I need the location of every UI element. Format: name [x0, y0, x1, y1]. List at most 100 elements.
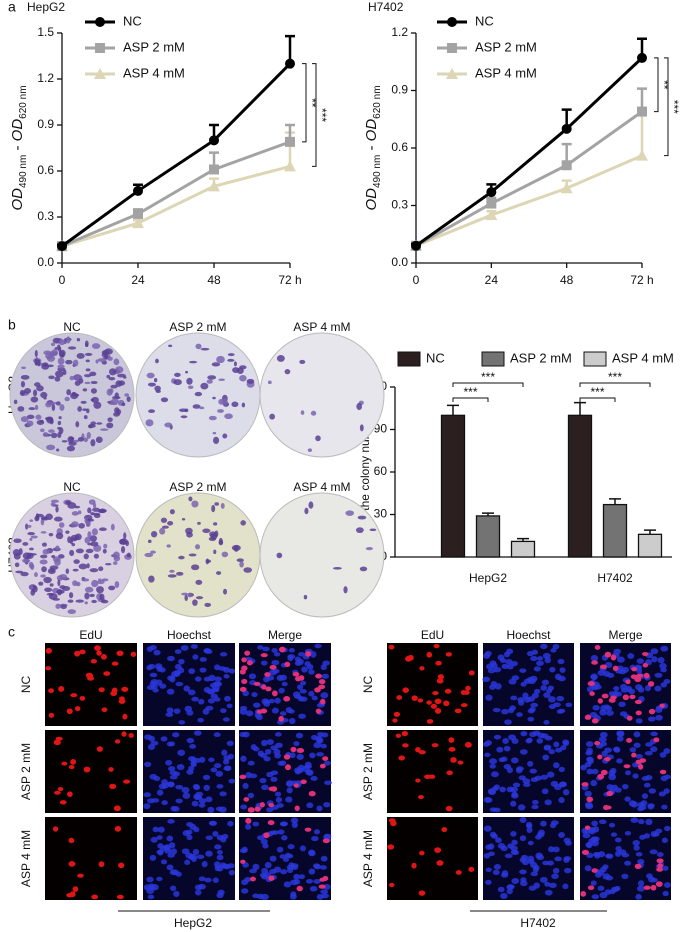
marker: [485, 209, 498, 221]
micrograph: [387, 730, 478, 813]
nucleus: [543, 745, 551, 751]
edu-nucleus: [247, 807, 255, 813]
nucleus: [535, 852, 543, 859]
colony: [208, 415, 217, 421]
marker: [209, 135, 219, 146]
nucleus: [186, 822, 194, 827]
nucleus: [609, 822, 616, 828]
nucleus: [616, 656, 625, 663]
nucleus: [512, 782, 521, 788]
edu-nucleus: [460, 703, 468, 708]
colony: [56, 589, 65, 594]
nucleus: [279, 821, 288, 827]
colony: [232, 367, 240, 373]
edu-nucleus: [411, 695, 418, 701]
y-axis-label-part: -: [9, 141, 26, 154]
nucleus: [150, 678, 159, 685]
colony: [40, 531, 47, 534]
nucleus: [528, 885, 537, 891]
colony: [220, 503, 225, 509]
colony: [214, 502, 220, 506]
column-label: ASP 4 mM: [293, 320, 350, 334]
nucleus: [506, 884, 515, 891]
nucleus: [165, 759, 173, 766]
edu-nucleus: [260, 653, 268, 658]
colony: [32, 389, 38, 397]
nucleus: [288, 648, 295, 653]
colony: [224, 413, 233, 420]
colony: [57, 431, 62, 439]
nucleus: [252, 863, 260, 871]
edu-nucleus: [239, 686, 247, 692]
nucleus: [260, 838, 268, 845]
nucleus: [486, 797, 493, 803]
nucleus: [212, 877, 219, 884]
colony: [194, 391, 203, 397]
nucleus: [308, 849, 316, 856]
nucleus: [582, 833, 591, 839]
colony: [55, 401, 61, 406]
colony: [19, 389, 26, 396]
nucleus: [192, 654, 199, 660]
nucleus: [173, 890, 180, 898]
nucleus: [215, 806, 223, 812]
nucleus: [249, 773, 258, 779]
edu-nucleus: [631, 666, 638, 672]
colony: [42, 432, 49, 437]
colony: [147, 539, 152, 544]
nucleus: [205, 796, 213, 803]
edu-nucleus: [432, 691, 439, 696]
nucleus: [526, 823, 533, 829]
nucleus: [288, 709, 295, 714]
colony: [185, 370, 189, 374]
edu-nucleus: [66, 708, 73, 715]
colony: [103, 543, 108, 549]
nucleus: [499, 786, 506, 793]
nucleus: [300, 680, 307, 686]
nucleus: [152, 826, 159, 833]
edu-nucleus: [121, 686, 129, 692]
marker: [57, 241, 67, 252]
nucleus: [143, 792, 152, 798]
colony: [187, 385, 194, 389]
colony: [218, 378, 225, 382]
nucleus: [645, 818, 653, 825]
nucleus: [188, 668, 196, 675]
nucleus: [635, 753, 643, 759]
colony: [77, 437, 85, 442]
edu-nucleus: [54, 790, 61, 795]
nucleus: [560, 745, 567, 751]
y-axis-label-part: OD: [363, 119, 380, 142]
legend-marker: [447, 43, 457, 53]
colony: [67, 609, 77, 615]
nucleus: [633, 844, 640, 851]
edu-nucleus: [70, 759, 77, 765]
nucleus: [293, 873, 300, 880]
colony: [17, 406, 25, 412]
edu-nucleus: [108, 767, 114, 772]
nucleus: [147, 894, 155, 900]
nucleus: [483, 653, 491, 659]
colony: [187, 592, 193, 598]
colony: [240, 520, 246, 526]
nucleus: [584, 762, 592, 768]
y-tick-label: 0.3: [37, 209, 54, 223]
edu-nucleus: [315, 673, 322, 679]
nucleus: [585, 741, 594, 747]
edu-nucleus: [245, 817, 252, 824]
edu-nucleus: [635, 710, 642, 716]
nucleus: [168, 741, 176, 747]
nucleus: [504, 853, 513, 859]
significance-label: **: [657, 80, 671, 90]
column-label: Hoechst: [506, 628, 551, 642]
edu-nucleus: [625, 679, 631, 685]
legend-marker: [95, 43, 105, 53]
row-label: ASP 4 mM: [361, 830, 375, 887]
nucleus: [189, 743, 197, 749]
colony: [86, 431, 91, 439]
colony: [40, 391, 48, 399]
column-label: ASP 4 mM: [293, 480, 350, 494]
nucleus: [190, 757, 197, 763]
colony: [113, 555, 121, 562]
nucleus: [565, 702, 573, 708]
